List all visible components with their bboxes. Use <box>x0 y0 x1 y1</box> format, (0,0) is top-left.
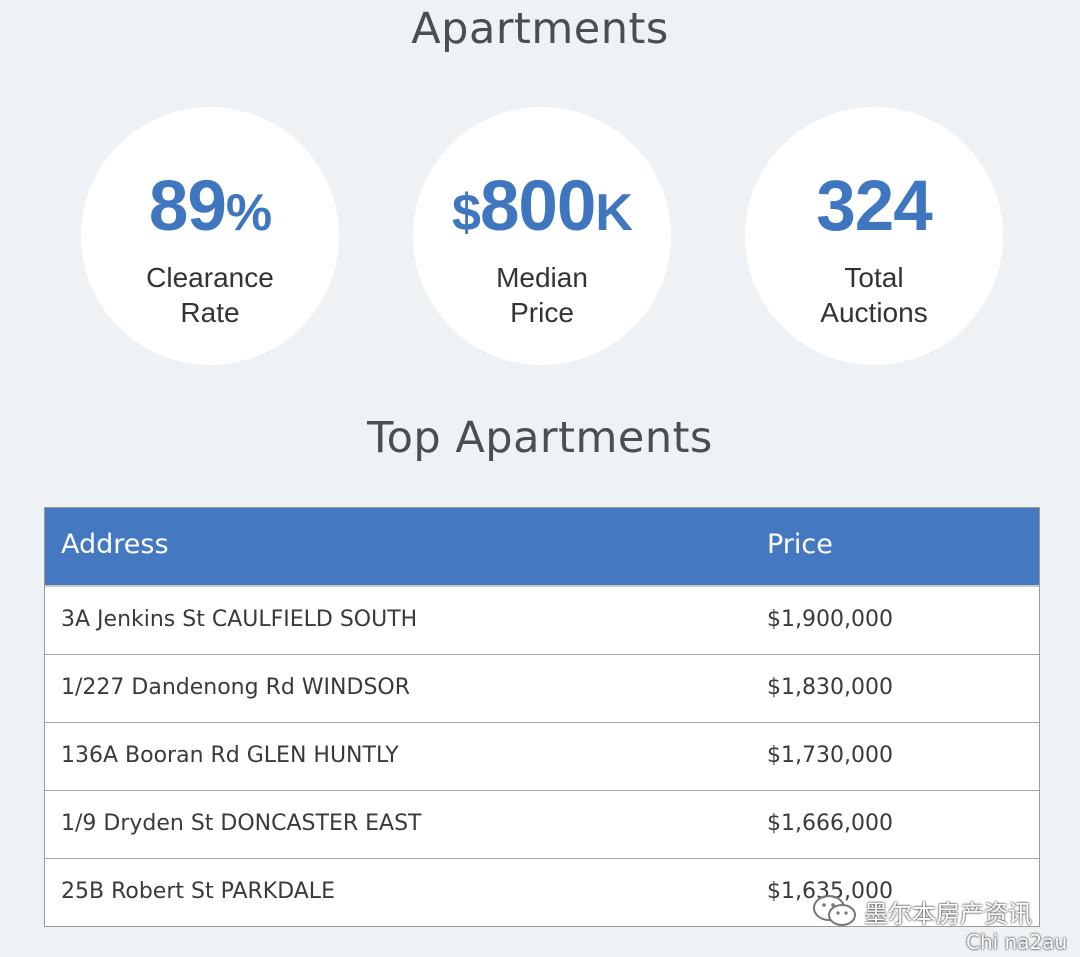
table-row: 1/227 Dandenong Rd WINDSOR $1,830,000 <box>45 655 1039 723</box>
cell-address: 1/227 Dandenong Rd WINDSOR <box>61 675 411 700</box>
cell-price: $1,635,000 <box>767 879 893 904</box>
stat-label-line: Total <box>844 262 904 293</box>
cell-price: $1,900,000 <box>767 607 893 632</box>
page-title: Apartments <box>411 4 669 54</box>
stat-label: Median Price <box>413 260 671 330</box>
cell-price: $1,830,000 <box>767 675 893 700</box>
stat-value-number: 800 <box>479 167 596 246</box>
cell-address: 136A Booran Rd GLEN HUNTLY <box>61 743 399 768</box>
section-title-top-apartments: Top Apartments <box>367 413 713 463</box>
cell-address: 25B Robert St PARKDALE <box>61 879 335 904</box>
table-row: 136A Booran Rd GLEN HUNTLY $1,730,000 <box>45 723 1039 791</box>
stat-label-line: Clearance <box>146 262 274 293</box>
stat-label: Total Auctions <box>745 260 1003 330</box>
stat-value-number: 89 <box>148 167 227 246</box>
cell-address: 1/9 Dryden St DONCASTER EAST <box>61 811 422 836</box>
stat-value: 324 <box>745 169 1003 251</box>
watermark-subtext: Chi na2au <box>966 930 1068 954</box>
table-row: 25B Robert St PARKDALE $1,635,000 <box>45 859 1039 926</box>
stat-label-line: Auctions <box>820 297 928 328</box>
table-row: 1/9 Dryden St DONCASTER EAST $1,666,000 <box>45 791 1039 859</box>
stat-clearance-rate: 89% Clearance Rate <box>81 107 339 365</box>
stat-value-suffix: K <box>595 184 633 242</box>
table-header: Address Price <box>45 508 1039 587</box>
stat-total-auctions: 324 Total Auctions <box>745 107 1003 365</box>
stat-value: $800K <box>413 169 671 251</box>
stat-label-line: Median <box>496 262 588 293</box>
stat-label-line: Price <box>510 297 574 328</box>
stat-value-prefix: $ <box>452 184 481 242</box>
table-row: 3A Jenkins St CAULFIELD SOUTH $1,900,000 <box>45 587 1039 655</box>
cell-price: $1,730,000 <box>767 743 893 768</box>
cell-address: 3A Jenkins St CAULFIELD SOUTH <box>61 607 418 632</box>
top-apartments-table: Address Price 3A Jenkins St CAULFIELD SO… <box>44 507 1040 927</box>
stat-median-price: $800K Median Price <box>413 107 671 365</box>
column-header-price: Price <box>767 529 833 560</box>
column-header-address: Address <box>61 529 169 560</box>
cell-price: $1,666,000 <box>767 811 893 836</box>
stat-value-number: 324 <box>816 167 932 246</box>
stat-label-line: Rate <box>180 297 240 328</box>
stat-value-suffix: % <box>225 184 272 242</box>
stat-value: 89% <box>81 169 339 251</box>
stat-label: Clearance Rate <box>81 260 339 330</box>
